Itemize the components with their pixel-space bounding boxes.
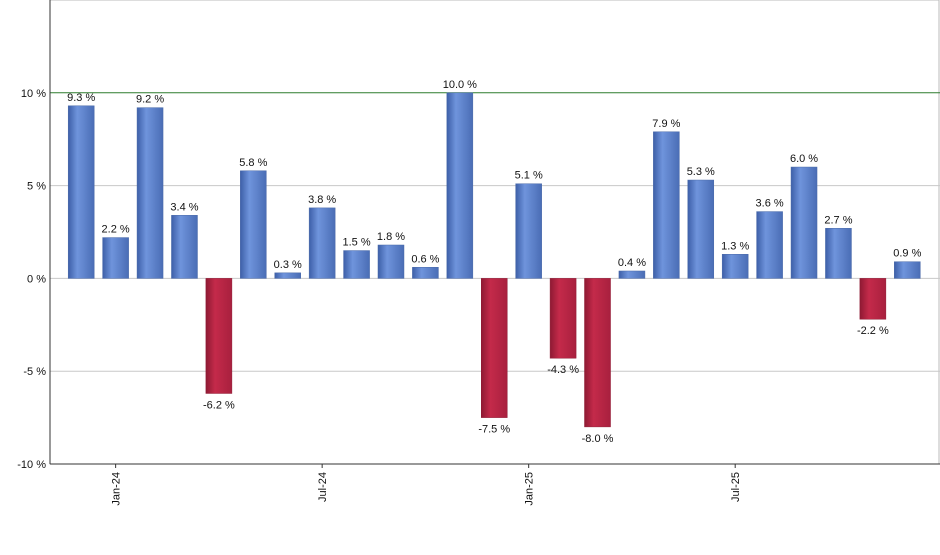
value-label: 5.3 % xyxy=(687,166,715,178)
value-label: 1.3 % xyxy=(721,240,749,252)
x-tick-label: Jul-24 xyxy=(317,472,329,502)
y-tick-label: 5 % xyxy=(27,181,46,193)
bar xyxy=(894,261,921,279)
value-label: 3.4 % xyxy=(170,201,198,213)
value-label: -8.0 % xyxy=(582,433,614,445)
value-label: 1.8 % xyxy=(377,231,405,243)
value-label: 9.2 % xyxy=(136,94,164,106)
bar xyxy=(584,278,611,428)
bar xyxy=(481,278,508,418)
value-label: -4.3 % xyxy=(547,364,579,376)
bar xyxy=(825,228,852,279)
bar xyxy=(136,107,164,279)
value-label: 0.9 % xyxy=(893,248,921,260)
value-label: 10.0 % xyxy=(443,79,477,91)
bar xyxy=(549,278,577,359)
y-tick-label: -5 % xyxy=(23,366,46,378)
value-label: 5.1 % xyxy=(515,170,543,182)
value-label: -2.2 % xyxy=(857,325,889,337)
value-label: 2.2 % xyxy=(102,224,130,236)
bar xyxy=(240,170,267,279)
value-label: 0.6 % xyxy=(411,253,439,265)
bar xyxy=(515,183,542,279)
value-label: 0.4 % xyxy=(618,257,646,269)
bar xyxy=(377,244,405,279)
bar xyxy=(67,105,95,279)
bar xyxy=(308,207,336,279)
bar xyxy=(790,166,818,279)
bar xyxy=(618,270,646,279)
x-tick-label: Jan-24 xyxy=(111,472,123,506)
value-label: -7.5 % xyxy=(478,424,510,436)
value-label: 2.7 % xyxy=(824,214,852,226)
value-label: 0.3 % xyxy=(274,259,302,271)
y-tick-label: 10 % xyxy=(21,88,46,100)
bar xyxy=(756,211,783,279)
y-tick-label: -10 % xyxy=(17,459,46,471)
bar xyxy=(171,215,198,279)
bar xyxy=(653,131,680,279)
value-label: 7.9 % xyxy=(652,118,680,130)
value-label: 3.6 % xyxy=(756,198,784,210)
bar xyxy=(859,278,887,320)
bar xyxy=(412,267,439,279)
bar xyxy=(721,254,749,279)
bar xyxy=(687,179,715,279)
value-label: 5.8 % xyxy=(239,157,267,169)
y-tick-label: 0 % xyxy=(27,273,46,285)
value-label: -6.2 % xyxy=(203,399,235,411)
x-tick-label: Jan-25 xyxy=(524,472,536,506)
bar xyxy=(274,272,301,279)
bar xyxy=(205,278,233,394)
bar xyxy=(102,237,129,279)
value-label: 6.0 % xyxy=(790,153,818,165)
value-label: 1.5 % xyxy=(342,237,370,249)
x-tick-label: Jul-25 xyxy=(730,472,742,502)
value-label: 9.3 % xyxy=(67,92,95,104)
bar xyxy=(446,92,474,279)
bar xyxy=(343,250,370,279)
value-label: 3.8 % xyxy=(308,194,336,206)
